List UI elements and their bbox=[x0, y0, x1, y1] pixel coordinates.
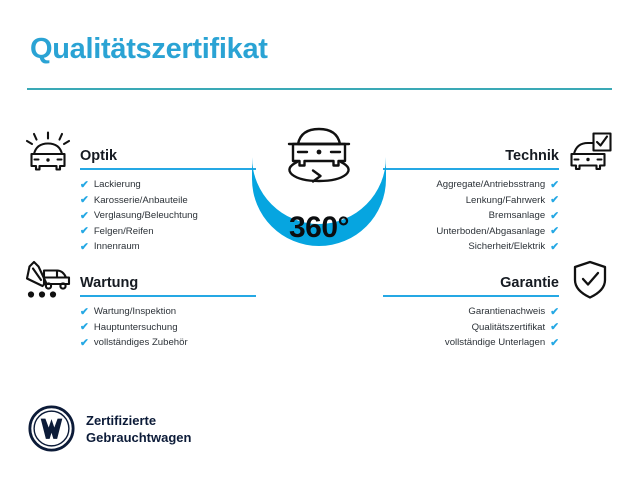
list-item-label: Hauptuntersuchung bbox=[93, 321, 178, 333]
section-divider bbox=[383, 168, 559, 170]
list-item-label: Felgen/Reifen bbox=[93, 225, 154, 237]
list-item-label: Garantienachweis bbox=[468, 306, 546, 317]
list-item: ✔ Hauptuntersuchung bbox=[80, 320, 256, 336]
volkswagen-logo bbox=[28, 405, 75, 452]
section-optik: Optik ✔ Lackierung ✔ Karosserie/Anbauteile… bbox=[80, 140, 256, 255]
check-icon: ✔ bbox=[550, 209, 559, 222]
footer-line-2: Gebrauchtwagen bbox=[86, 429, 192, 445]
check-icon: ✔ bbox=[550, 305, 559, 318]
check-icon: ✔ bbox=[550, 225, 559, 238]
list-item: ✔ Innenraum bbox=[80, 239, 256, 255]
check-icon: ✔ bbox=[550, 336, 559, 349]
section-title: Technik bbox=[505, 148, 559, 164]
list-item: ✔ Wartung/Inspektion bbox=[80, 304, 256, 320]
shield-check-icon bbox=[570, 259, 618, 301]
badge-center-value: 360° bbox=[288, 211, 350, 244]
check-icon: ✔ bbox=[80, 209, 89, 222]
list-item-label: vollständige Unterlagen bbox=[444, 337, 546, 349]
check-icon: ✔ bbox=[550, 194, 559, 207]
section-divider bbox=[80, 295, 256, 297]
list-item-label: Qualitätszertifikat bbox=[471, 321, 546, 333]
footer-text: Zertifizierte Gebrauchtwagen bbox=[86, 412, 191, 446]
list-item-label: Aggregate/Antriebsstrang bbox=[436, 179, 546, 190]
checklist-wartung: ✔ Wartung/Inspektion ✔ Hauptuntersuchung ✔… bbox=[80, 304, 256, 351]
list-item: ✔ Karosserie/Anbauteile bbox=[80, 193, 256, 209]
footer-brand: Zertifizierte Gebrauchtwagen bbox=[28, 405, 191, 452]
list-item: ✔ Sicherheit/Elektrik bbox=[383, 239, 559, 255]
list-item-label: Verglasung/Beleuchtung bbox=[93, 210, 198, 222]
car-checkbox-icon bbox=[565, 131, 613, 173]
section-divider bbox=[80, 168, 256, 170]
list-item: ✔ Bremsanlage bbox=[383, 208, 559, 224]
list-item-label: Bremsanlage bbox=[488, 210, 546, 222]
list-item-label: Unterboden/Abgasanlage bbox=[436, 225, 546, 237]
checklist-optik: ✔ Lackierung ✔ Karosserie/Anbauteile ✔ Verg… bbox=[80, 177, 256, 255]
list-item: ✔ Lackierung bbox=[80, 177, 256, 193]
check-icon: ✔ bbox=[550, 321, 559, 334]
section-garantie: Garantie ✔ Garantienachweis ✔ Qualitätszer… bbox=[383, 267, 559, 351]
check-icon: ✔ bbox=[80, 321, 89, 334]
car-service-tools-icon bbox=[24, 258, 72, 300]
check-icon: ✔ bbox=[80, 194, 89, 207]
checklist-garantie: ✔ Garantienachweis ✔ Qualitätszertifikat ✔… bbox=[383, 304, 559, 351]
list-item: ✔ Aggregate/Antriebsstrang bbox=[383, 177, 559, 193]
section-wartung: Wartung ✔ Wartung/Inspektion ✔ Hauptunters… bbox=[80, 267, 256, 351]
list-item-label: Lackierung bbox=[93, 179, 141, 190]
section-header-optik: Optik bbox=[80, 140, 256, 170]
shiny-car-icon bbox=[24, 131, 72, 173]
check-icon: ✔ bbox=[80, 336, 89, 349]
list-item: ✔ vollständige Unterlagen bbox=[383, 335, 559, 351]
list-item-label: Sicherheit/Elektrik bbox=[468, 241, 546, 253]
footer-line-1: Zertifizierte bbox=[86, 412, 157, 428]
section-title: Wartung bbox=[80, 275, 139, 291]
list-item-label: Innenraum bbox=[93, 241, 140, 253]
list-item-label: Karosserie/Anbauteile bbox=[93, 194, 188, 206]
check-icon: ✔ bbox=[80, 225, 89, 238]
list-item: ✔ Unterboden/Abgasanlage bbox=[383, 224, 559, 240]
section-header-wartung: Wartung bbox=[80, 267, 256, 297]
list-item: ✔ Qualitätszertifikat bbox=[383, 320, 559, 336]
section-header-garantie: Garantie bbox=[383, 267, 559, 297]
section-title: Garantie bbox=[500, 275, 559, 291]
title-divider bbox=[27, 88, 612, 90]
list-item: ✔ Verglasung/Beleuchtung bbox=[80, 208, 256, 224]
check-icon: ✔ bbox=[550, 240, 559, 253]
check-icon: ✔ bbox=[80, 240, 89, 253]
section-header-technik: Technik bbox=[383, 140, 559, 170]
list-item: ✔ Lenkung/Fahrwerk bbox=[383, 193, 559, 209]
check-icon: ✔ bbox=[80, 305, 89, 318]
list-item-label: Lenkung/Fahrwerk bbox=[465, 194, 546, 206]
list-item: ✔ Garantienachweis bbox=[383, 304, 559, 320]
badge-ring: Gebrauchtwagen-Check bbox=[249, 157, 389, 295]
section-divider bbox=[383, 295, 559, 297]
section-technik: Technik ✔ Aggregate/Antriebsstrang ✔ Lenku… bbox=[383, 140, 559, 255]
section-title: Optik bbox=[80, 148, 118, 164]
checklist-technik: ✔ Aggregate/Antriebsstrang ✔ Lenkung/Fahrw… bbox=[383, 177, 559, 255]
list-item-label: vollständiges Zubehör bbox=[93, 337, 188, 349]
badge-360-gebrauchtwagen-check: Gebrauchtwagen-Check 360° bbox=[229, 127, 409, 311]
check-icon: ✔ bbox=[550, 178, 559, 191]
list-item: ✔ Felgen/Reifen bbox=[80, 224, 256, 240]
list-item-label: Wartung/Inspektion bbox=[93, 306, 177, 317]
check-icon: ✔ bbox=[80, 178, 89, 191]
list-item: ✔ vollständiges Zubehör bbox=[80, 335, 256, 351]
car-rotation-icon bbox=[287, 127, 351, 183]
page-title: Qualitätszertifikat bbox=[30, 33, 268, 65]
